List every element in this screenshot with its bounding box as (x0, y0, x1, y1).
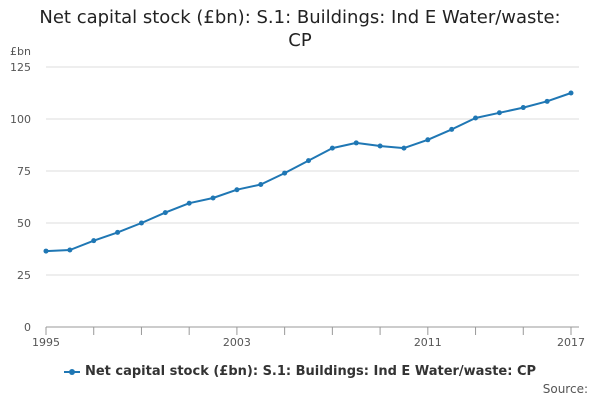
x-tick-label: 2003 (223, 336, 251, 349)
x-tick-label: 1995 (32, 336, 60, 349)
chart-title-line-2: CP (288, 30, 312, 51)
y-tick-label: 100 (10, 113, 31, 126)
data-point (138, 220, 144, 226)
y-tick-label: 75 (17, 165, 31, 178)
data-point (234, 187, 240, 193)
source-label: Source: (542, 382, 588, 396)
data-point (282, 170, 288, 176)
data-point (115, 229, 121, 235)
data-point (43, 248, 49, 254)
data-point (329, 145, 335, 151)
data-point (473, 115, 479, 121)
data-point (568, 90, 574, 96)
data-point (306, 158, 311, 164)
data-point (544, 98, 550, 104)
chart-title: Net capital stock (£bn): S.1: Buildings:… (0, 6, 600, 52)
data-point (258, 182, 264, 188)
data-point (425, 137, 431, 143)
data-point (186, 200, 192, 206)
x-tick-label: 2011 (414, 336, 442, 349)
y-tick-label: 125 (10, 61, 31, 74)
x-tick-label: 2017 (557, 336, 585, 349)
y-tick-label: 25 (17, 269, 31, 282)
y-axis-unit-label: £bn (10, 45, 31, 58)
legend-series-marker (63, 368, 80, 375)
legend-series-label: Net capital stock (£bn): S.1: Buildings:… (84, 364, 537, 379)
y-tick-label: 0 (24, 321, 31, 334)
data-point (520, 105, 526, 111)
data-point (91, 238, 97, 244)
data-point (67, 247, 73, 253)
data-point (401, 145, 407, 151)
chart-title-line-1: Net capital stock (£bn): S.1: Buildings:… (39, 7, 561, 28)
data-point (377, 143, 383, 149)
data-point (210, 195, 216, 201)
data-point (449, 126, 455, 132)
data-point (353, 140, 359, 146)
data-point (162, 210, 168, 216)
series-line (45, 92, 572, 253)
y-tick-label: 50 (17, 217, 31, 230)
data-point (496, 110, 502, 116)
legend[interactable]: Net capital stock (£bn): S.1: Buildings:… (0, 364, 600, 379)
